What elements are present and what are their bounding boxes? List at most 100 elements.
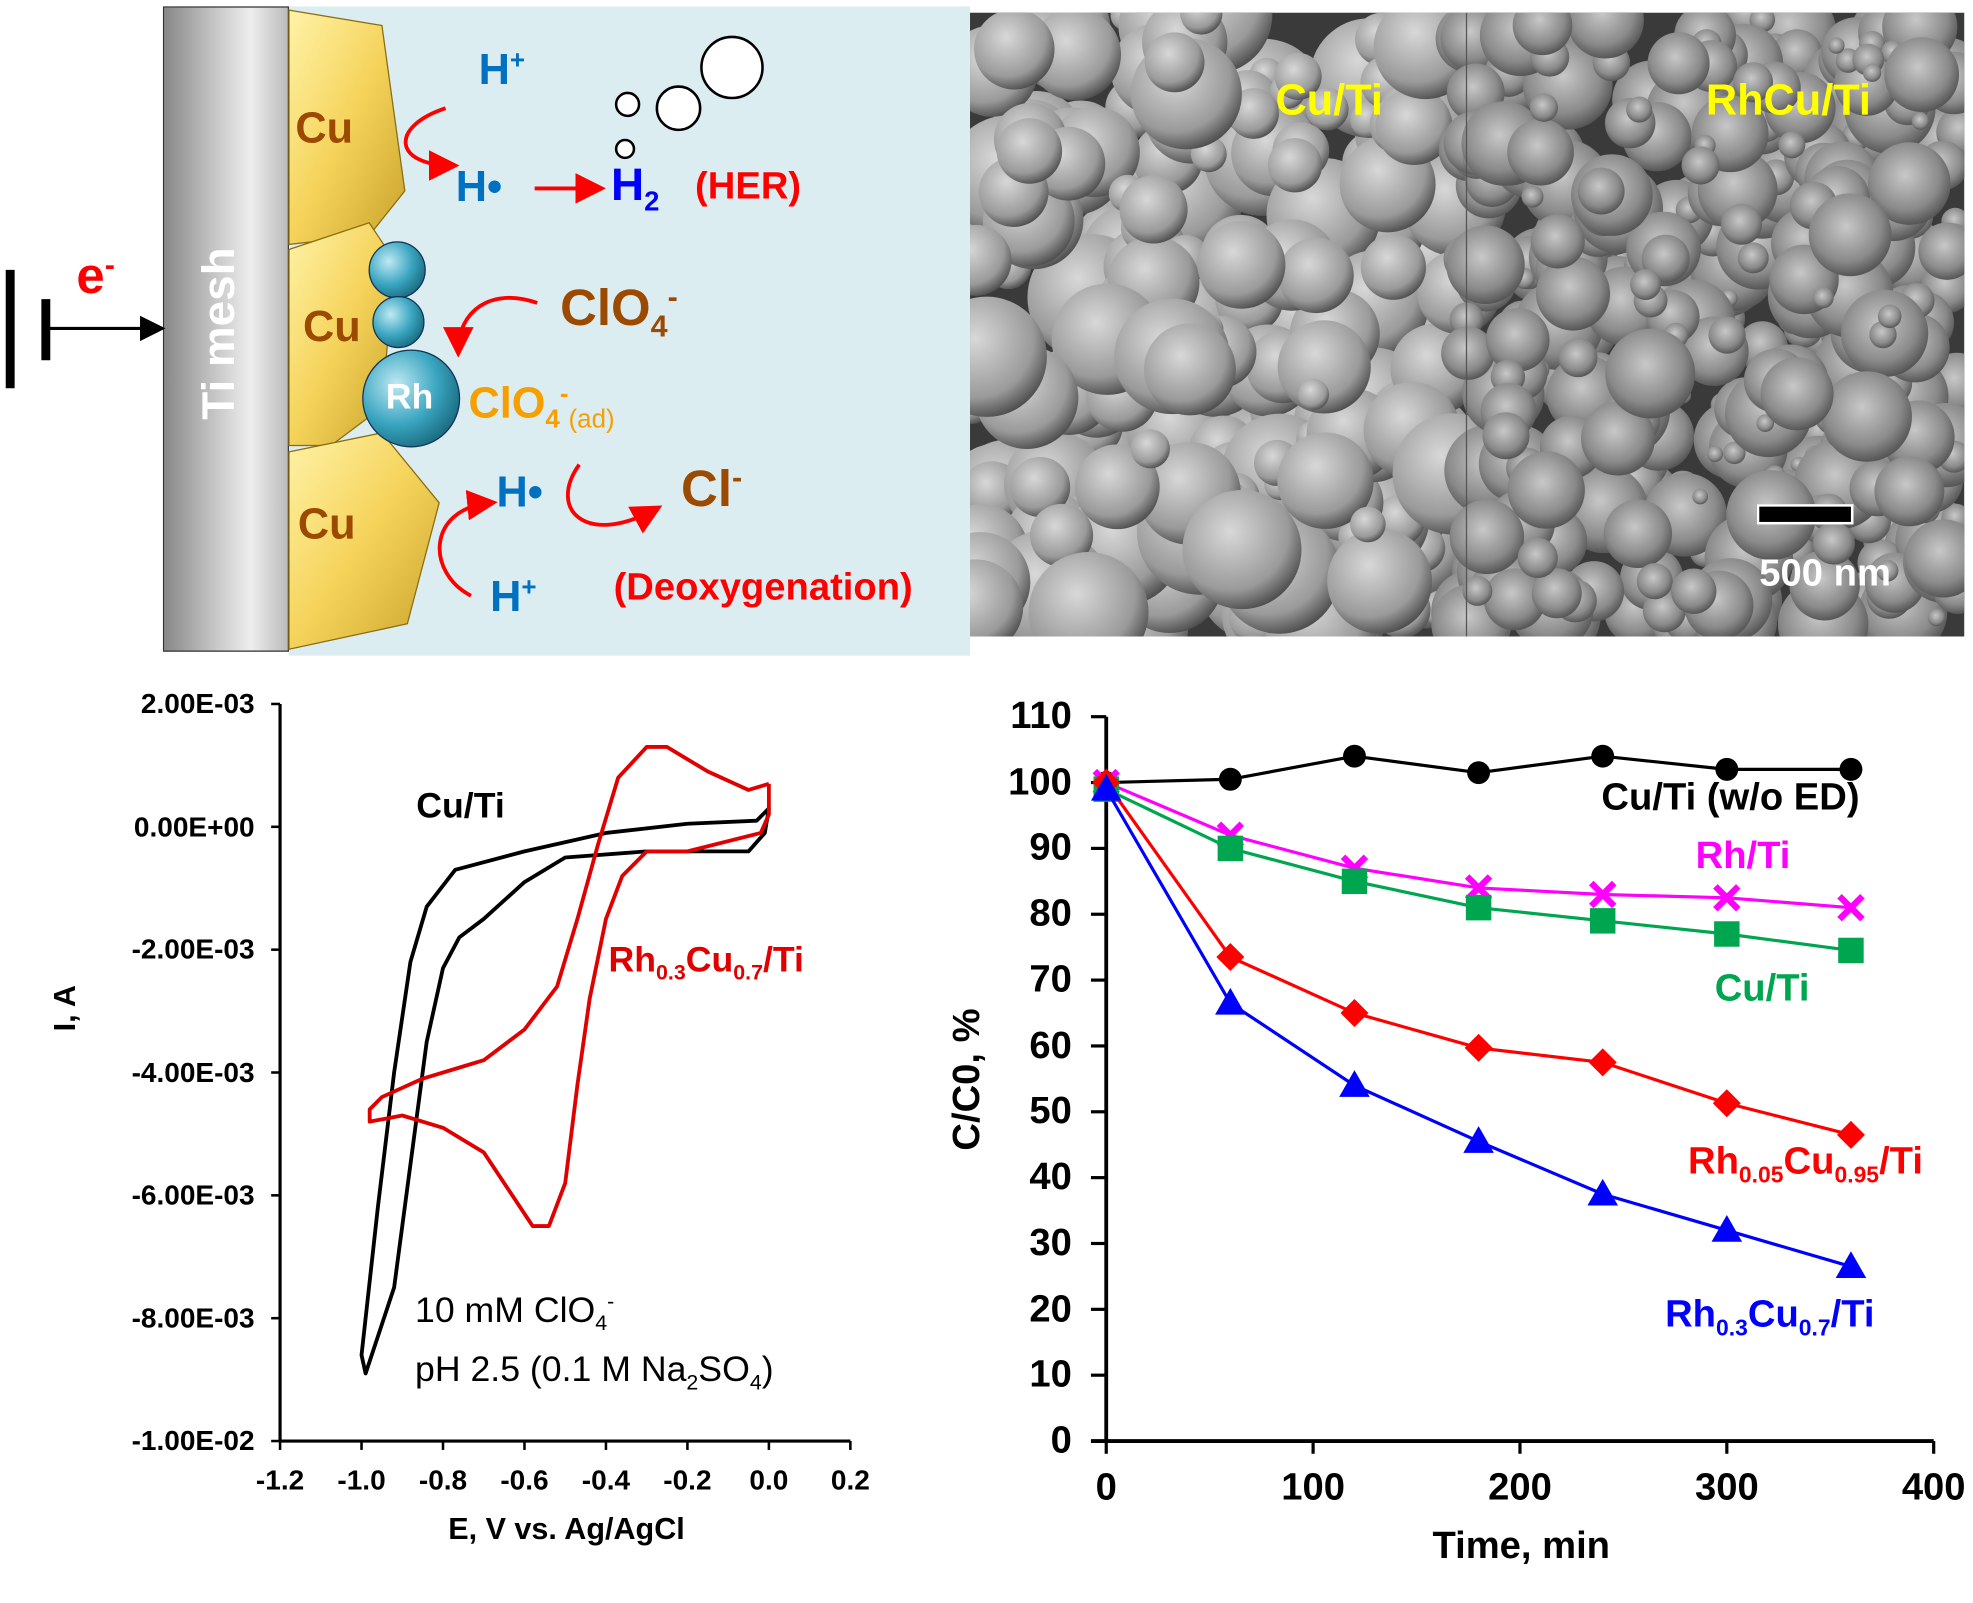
sem-particle	[970, 559, 1024, 637]
sem-particle	[1530, 214, 1585, 269]
sem-particle	[1828, 37, 1845, 54]
kinetics-y-tick-label: 100	[1008, 760, 1072, 803]
rh-particle-small-2	[372, 295, 425, 349]
sem-particle	[1877, 304, 1902, 329]
kinetics-x-tick-label: 400	[1901, 1466, 1966, 1509]
bubble-icon	[614, 138, 636, 160]
data-point-Rh/Ti	[1588, 880, 1617, 909]
data-point-Rh0.3Cu0.7/Ti	[1835, 1251, 1867, 1278]
scale-bar	[1756, 504, 1854, 525]
cu-grain-3	[288, 432, 440, 651]
data-point-Cu/Ti	[1714, 921, 1740, 947]
sem-particle	[1641, 234, 1690, 283]
sem-particle	[1531, 568, 1582, 619]
h-plus-label: H+	[490, 572, 537, 622]
sem-texture	[970, 12, 1965, 637]
cv-x-tick-label: -0.6	[500, 1463, 549, 1496]
sem-particle	[1737, 242, 1769, 274]
sem-label-cu-ti: Cu/Ti	[1275, 76, 1383, 125]
sem-particle	[1812, 287, 1834, 309]
sem-particle	[1862, 63, 1882, 82]
series-label-rh0.3cu0.7-ti: Rh0.3Cu0.7/Ti	[1665, 1293, 1875, 1341]
cv-x-tick-label: 0.0	[749, 1463, 789, 1496]
sem-particle	[970, 296, 1047, 417]
data-point-Cu/Ti	[1589, 908, 1616, 934]
diagram-shapes	[5, 9, 764, 651]
sem-particle	[1350, 506, 1386, 543]
sem-particle	[1297, 378, 1330, 410]
sem-particle	[1074, 444, 1160, 530]
concentration-text: 10 mM ClO4-	[414, 1289, 615, 1336]
sem-particle	[1180, 12, 1223, 35]
perchlorate-label: ClO4-	[560, 280, 678, 345]
sem-particle	[1521, 185, 1544, 208]
sem-images: Cu/Ti RhCu/Ti 500 nm	[970, 12, 1965, 637]
h-radical-label: H•	[455, 162, 503, 212]
bubble-icon	[614, 91, 641, 118]
sem-particle	[1911, 112, 1930, 130]
sem-particle	[1029, 12, 1122, 101]
deoxygenation-arrow	[566, 463, 663, 534]
sem-particle	[1462, 575, 1493, 606]
cv-x-tick-label: -1.2	[255, 1463, 305, 1496]
her-label: (HER)	[695, 165, 802, 208]
scale-bar-label: 500 nm	[1759, 552, 1891, 595]
kinetics-x-tick-label: 300	[1694, 1466, 1759, 1509]
data-point-Rh0.3Cu0.7/Ti	[1339, 1070, 1370, 1097]
kinetics-y-tick-label: 110	[1010, 695, 1072, 738]
data-point-Rh0.3Cu0.7/Ti	[1090, 773, 1122, 801]
sem-particle	[1721, 203, 1763, 245]
data-point-Rh0.3Cu0.7/Ti	[1711, 1215, 1743, 1242]
kinetics-y-tick-label: 30	[1029, 1221, 1072, 1264]
sem-particle	[1647, 32, 1710, 95]
sem-particle	[1517, 537, 1558, 579]
sem-particle	[1197, 220, 1286, 309]
sem-particle	[1733, 62, 1774, 103]
clo4-adsorption-arrow	[443, 296, 538, 358]
data-point-Rh0.3Cu0.7/Ti	[1463, 1126, 1494, 1153]
cv-plot	[271, 702, 852, 1450]
sem-particle	[1566, 12, 1644, 59]
data-point-Cu/Ti	[1217, 835, 1244, 862]
sem-particle	[1821, 371, 1912, 462]
series-label-cu-ti: Cu/Ti	[1714, 967, 1810, 1010]
sem-particle	[1918, 222, 1965, 280]
cv-x-tick-label: 0.2	[830, 1463, 870, 1496]
kinetics-y-axis-label: C/C0, %	[945, 1008, 988, 1151]
sem-particle	[1278, 237, 1354, 314]
cu-label: Cu	[297, 500, 356, 549]
kinetics-y-tick-label: 20	[1029, 1287, 1072, 1330]
sem-particle	[1630, 269, 1661, 301]
data-point-Rh0.3Cu0.7/Ti	[1587, 1178, 1618, 1206]
sem-particle	[970, 224, 1012, 296]
h-radical-label: H•	[496, 468, 543, 517]
sem-particle	[1605, 328, 1696, 419]
data-point-Rh0.05Cu0.95/Ti	[1340, 999, 1369, 1028]
data-point-Rh0.05Cu0.95/Ti	[1712, 1089, 1741, 1118]
sem-particle	[1808, 193, 1892, 277]
cu-grain-1	[288, 9, 406, 246]
sem-particle	[974, 12, 1055, 90]
electron-label: e-	[76, 248, 115, 305]
sem-particle	[1441, 326, 1495, 380]
sem-particle	[1009, 456, 1071, 518]
sem-particle	[1360, 234, 1427, 300]
data-point-Cu/Ti (w/o ED)	[1467, 761, 1491, 785]
sem-particle	[1119, 175, 1188, 244]
sem-particle	[1375, 87, 1453, 166]
data-point-Cu/Ti (w/o ED)	[1839, 757, 1863, 781]
sem-particle	[1182, 490, 1302, 610]
kinetics-y-tick-label: 70	[1029, 958, 1072, 1001]
cv-curve-Rh0.3Cu0.7/Ti	[367, 745, 771, 1228]
sem-particle	[1449, 499, 1525, 575]
sem-particle	[1707, 446, 1723, 463]
cv-conditions-annotation: 10 mM ClO4- pH 2.5 (0.1 M Na2SO4)	[415, 1279, 774, 1406]
h-plus-label: H+	[478, 45, 526, 95]
data-point-Cu/Ti (w/o ED)	[1343, 744, 1366, 768]
sem-particle	[1267, 138, 1323, 193]
cv-y-tick-label: -2.00E-03	[131, 933, 255, 965]
sem-particle	[1536, 256, 1611, 331]
chloride-label: Cl-	[681, 460, 743, 518]
sem-particle	[1876, 559, 1899, 582]
